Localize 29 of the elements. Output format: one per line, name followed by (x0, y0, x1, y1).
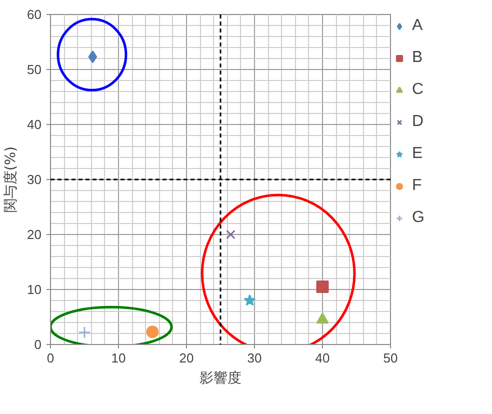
legend-label: A (412, 17, 424, 35)
x-tick-label: 40 (315, 350, 330, 366)
legend-label: D (412, 113, 425, 131)
legend-label: C (412, 81, 425, 99)
x-tick-label: 10 (111, 350, 126, 366)
x-axis-title: 影響度 (200, 370, 242, 386)
point (226, 230, 236, 240)
point (146, 326, 159, 338)
point (78, 326, 91, 339)
point (88, 50, 98, 64)
y-axis-title: 関与度(%) (3, 146, 20, 213)
point (316, 312, 329, 324)
y-tick-label: 20 (27, 227, 42, 242)
legend-label: E (412, 145, 424, 163)
x-tick-label: 0 (46, 350, 54, 366)
point (316, 280, 329, 293)
legend-label: G (412, 209, 426, 227)
y-tick-label: 30 (27, 172, 42, 187)
y-tick-label: 0 (34, 337, 42, 352)
x-tick-label: 20 (179, 350, 194, 366)
legend-label: B (412, 49, 424, 67)
y-tick-label: 10 (27, 282, 42, 297)
y-tick-label: 40 (27, 117, 42, 132)
point (244, 294, 256, 306)
x-tick-label: 30 (247, 350, 262, 366)
legend-label: F (412, 177, 423, 195)
y-tick-label: 60 (27, 7, 42, 22)
y-tick-label: 50 (27, 62, 42, 77)
x-tick-label: 50 (383, 350, 398, 366)
